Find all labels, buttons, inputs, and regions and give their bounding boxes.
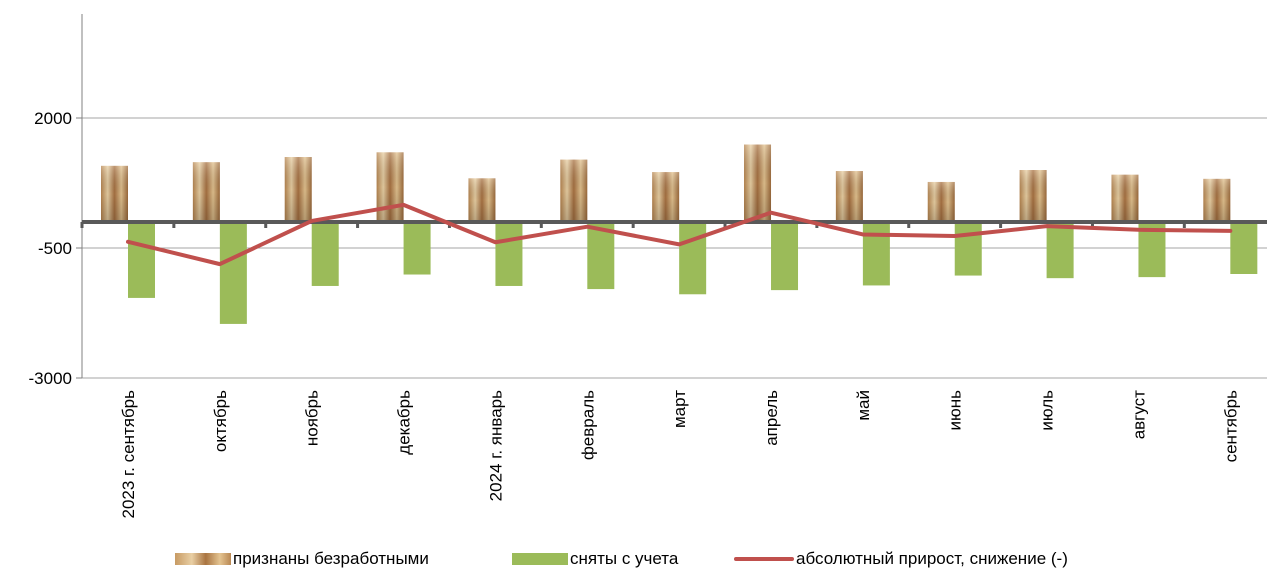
bar-recognized-shade xyxy=(376,152,404,222)
y-tick-label: 2000 xyxy=(34,109,72,128)
x-tick-label: 2023 г. сентябрь xyxy=(119,390,138,519)
bar-recognized-shade xyxy=(1019,170,1047,222)
bar-recognized-shade xyxy=(835,171,863,222)
x-tick-label: сентябрь xyxy=(1221,390,1240,463)
x-tick-label: март xyxy=(670,390,689,428)
y-axis xyxy=(76,14,83,379)
bar-recognized-shade xyxy=(652,172,680,222)
series-recognized-unemployed xyxy=(101,144,1231,222)
y-tick-label: -500 xyxy=(38,239,72,258)
legend-swatch-line xyxy=(734,557,794,561)
series-absolute-change xyxy=(126,202,1233,267)
x-tick-label: декабрь xyxy=(395,390,414,455)
bar-deregistered xyxy=(219,222,247,324)
x-tick-label: август xyxy=(1129,390,1148,439)
legend-item-change: абсолютный прирост, снижение (-) xyxy=(734,549,1068,569)
x-tick-label: июнь xyxy=(946,390,965,431)
bar-deregistered xyxy=(1230,222,1258,274)
combo-chart: 2000 -500 -3000 2023 г. сентябрь октябрь ноя… xyxy=(29,14,1267,519)
x-tick-label: апрель xyxy=(762,390,781,446)
x-tick-labels: 2023 г. сентябрь октябрь ноябрь декабрь 2024… xyxy=(119,390,1240,519)
bar-deregistered xyxy=(587,222,615,290)
bar-recognized-shade xyxy=(468,178,496,222)
y-tick-label: -3000 xyxy=(29,369,72,388)
bar-recognized-shade xyxy=(1111,174,1139,222)
bar-deregistered xyxy=(403,222,431,275)
bar-recognized-shade xyxy=(927,181,955,222)
bar-deregistered xyxy=(1046,222,1074,279)
bar-recognized-shade xyxy=(744,144,772,222)
bar-recognized-shade xyxy=(284,157,312,222)
bar-deregistered xyxy=(128,222,155,298)
gridlines xyxy=(82,117,1267,379)
x-tick-label: июль xyxy=(1038,390,1057,431)
x-tick-label: 2024 г. январь xyxy=(486,390,505,501)
bar-deregistered xyxy=(679,222,707,295)
legend-item-recognized: признаны безработными xyxy=(175,549,429,569)
x-tick-label: февраль xyxy=(578,390,597,460)
x-tick-label: октябрь xyxy=(211,390,230,452)
bar-recognized-shade xyxy=(1203,178,1231,222)
y-tick-labels: 2000 -500 -3000 xyxy=(29,109,72,388)
bar-recognized-shade xyxy=(560,159,588,222)
legend: признаны безработными сняты с учета абсо… xyxy=(0,545,1267,569)
bar-recognized-shade xyxy=(192,162,220,222)
bar-deregistered xyxy=(771,222,799,291)
legend-item-deregistered: сняты с учета xyxy=(512,549,678,569)
series-deregistered xyxy=(128,222,1258,324)
bar-deregistered xyxy=(495,222,523,286)
x-tick-label: май xyxy=(854,390,873,421)
legend-label-change: абсолютный прирост, снижение (-) xyxy=(796,549,1068,568)
bar-deregistered xyxy=(311,222,339,286)
line-change xyxy=(126,202,1233,267)
x-tick-label: ноябрь xyxy=(303,390,322,446)
legend-swatch-sand xyxy=(175,553,231,565)
bar-deregistered xyxy=(954,222,982,276)
legend-label-deregistered: сняты с учета xyxy=(570,549,679,568)
bar-deregistered xyxy=(862,222,890,286)
legend-swatch-green xyxy=(512,553,568,565)
bar-recognized-shade xyxy=(101,165,128,222)
legend-label-recognized: признаны безработными xyxy=(233,549,429,568)
